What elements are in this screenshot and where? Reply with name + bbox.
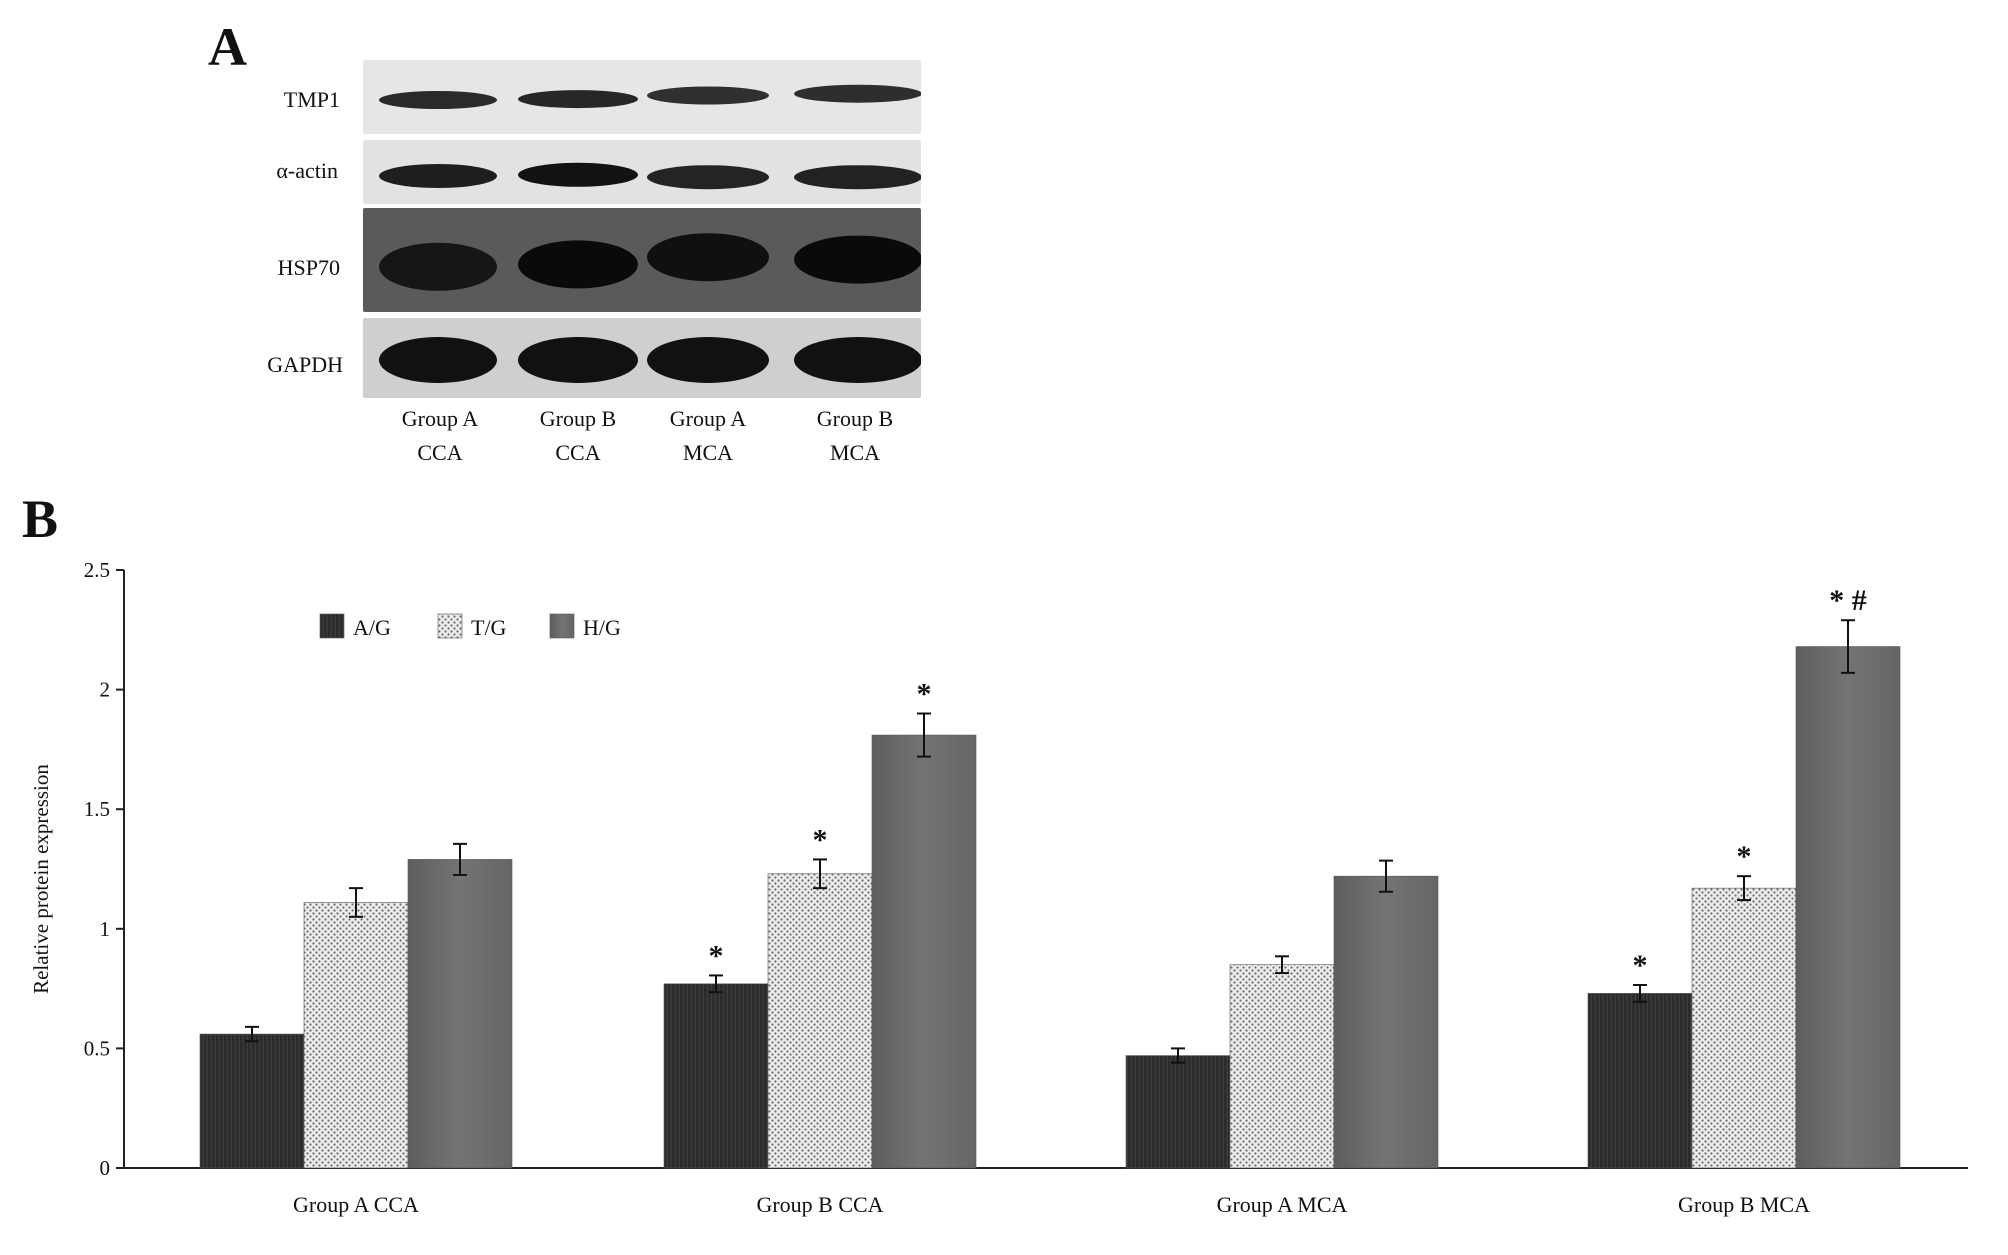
lane-label-line2: MCA: [682, 440, 734, 466]
blot-strip-hsp70: [363, 208, 921, 312]
legend-label: A/G: [353, 615, 391, 640]
blot-band: [794, 337, 921, 383]
lane-label-line1: Group B: [539, 406, 617, 431]
y-tick-label: 1: [100, 917, 111, 941]
blot-band: [794, 165, 921, 190]
significance-label: *: [813, 823, 828, 856]
x-tick-label: Group B MCA: [1678, 1192, 1810, 1217]
bar: [303, 902, 409, 1169]
lane-label-line1: Group A: [401, 406, 479, 431]
bar: [1229, 964, 1335, 1169]
legend-label: T/G: [471, 615, 507, 640]
significance-label: *: [917, 678, 932, 711]
blot-band: [647, 233, 769, 282]
significance-label: * #: [1829, 584, 1867, 617]
western-blot-panel: A TMP1 α-actin HSP70 GAPDH Group A CCA G…: [0, 0, 1000, 480]
lane-label: Group A MCA: [623, 402, 793, 470]
y-tick-label: 2: [100, 678, 111, 702]
x-tick-label: Group A MCA: [1217, 1192, 1348, 1217]
bar: [1333, 875, 1439, 1169]
bar: [663, 983, 769, 1169]
y-tick-label: 0.5: [84, 1036, 110, 1060]
y-tick-label: 2.5: [84, 558, 110, 582]
bar: [767, 873, 873, 1169]
lane-label-line2: MCA: [829, 440, 881, 466]
blot-strip-actin: [363, 140, 921, 204]
bar: [871, 734, 977, 1169]
blot-band: [647, 165, 769, 190]
y-tick-label: 1.5: [84, 797, 110, 821]
x-tick-label: Group A CCA: [293, 1192, 419, 1217]
blot-strip-tmp1: [363, 60, 921, 134]
lane-label-line1: Group B: [816, 406, 894, 431]
blot-row-label: α-actin: [276, 158, 338, 183]
y-tick-label: 0: [100, 1156, 111, 1180]
lane-label-line2: CCA: [555, 440, 601, 466]
x-tick-label: Group B CCA: [756, 1192, 883, 1217]
y-axis-title: Relative protein expression: [29, 764, 53, 994]
lane-label-line1: Group A: [669, 406, 747, 431]
blot-band: [647, 337, 769, 383]
significance-label: *: [709, 939, 724, 972]
legend-swatch: [549, 613, 575, 639]
bar: [1587, 993, 1693, 1169]
blot-row-label: TMP1: [283, 87, 340, 112]
blot-band: [379, 91, 497, 109]
blot-band: [518, 90, 638, 109]
blot-band: [794, 235, 921, 284]
bar: [1125, 1055, 1231, 1169]
lane-label-line2: CCA: [417, 440, 463, 466]
bar: [1691, 887, 1797, 1169]
lane-label: Group B MCA: [770, 402, 940, 470]
blot-band: [794, 84, 921, 103]
lane-label: Group A CCA: [355, 402, 525, 470]
blot-band: [379, 242, 497, 291]
panel-b-letter: B: [22, 489, 59, 549]
bar: [1795, 646, 1901, 1169]
blot-band: [518, 240, 638, 289]
bar: [199, 1033, 305, 1169]
blot-band: [379, 337, 497, 383]
significance-label: *: [1633, 949, 1648, 982]
blot-row-label: GAPDH: [267, 352, 343, 377]
legend-label: H/G: [583, 615, 621, 640]
panel-a-letter: A: [208, 17, 247, 77]
blot-row-label: HSP70: [277, 255, 340, 280]
blot-band: [518, 162, 638, 187]
bar: [407, 859, 513, 1169]
blot-band: [379, 164, 497, 188]
blot-strip-gapdh: [363, 318, 921, 398]
legend-swatch: [437, 613, 463, 639]
legend-swatch: [319, 613, 345, 639]
lane-label: Group B CCA: [493, 402, 663, 470]
significance-label: *: [1737, 840, 1752, 873]
blot-band: [647, 86, 769, 105]
blot-band: [518, 337, 638, 383]
